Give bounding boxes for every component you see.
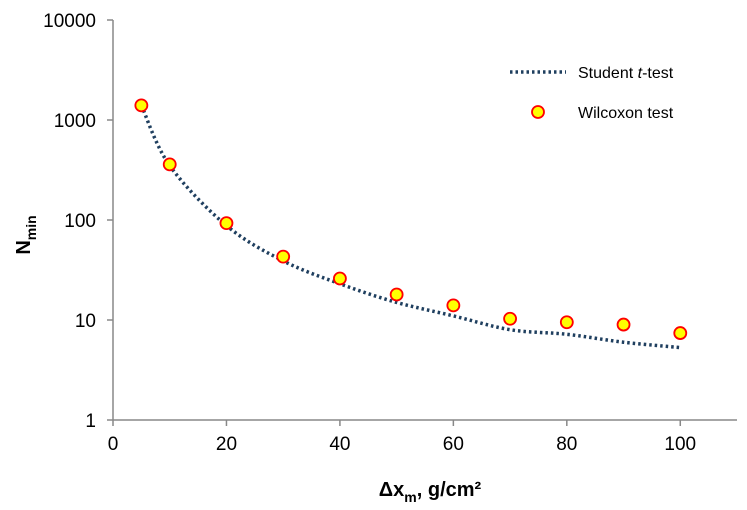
wilcoxon-point bbox=[503, 311, 517, 326]
series-layer bbox=[134, 98, 688, 350]
legend: Student t-test Wilcoxon test bbox=[510, 65, 674, 122]
wilcoxon-point bbox=[162, 157, 177, 172]
student-t-test-curve bbox=[139, 104, 681, 350]
x-tick-label: 0 bbox=[108, 434, 119, 455]
y-tick-label: 100 bbox=[64, 211, 96, 232]
wilcoxon-point bbox=[446, 298, 461, 313]
wilcoxon-point bbox=[219, 216, 234, 231]
wilcoxon-point bbox=[389, 287, 404, 302]
wilcoxon-point bbox=[134, 98, 149, 113]
x-tick-label: 40 bbox=[329, 434, 350, 455]
y-tick-label: 10 bbox=[75, 311, 96, 332]
x-ticks: 0 20 40 60 80 100 bbox=[108, 420, 696, 455]
x-axis-title: Δxm, g/cm² bbox=[379, 479, 482, 505]
x-tick-label: 80 bbox=[556, 434, 577, 455]
legend-label-student: Student t-test bbox=[578, 65, 674, 82]
y-tick-label: 10000 bbox=[43, 11, 96, 32]
wilcoxon-point bbox=[616, 317, 631, 332]
wilcoxon-point bbox=[333, 271, 347, 286]
x-tick-label: 20 bbox=[216, 434, 237, 455]
x-tick-label: 100 bbox=[664, 434, 696, 455]
wilcoxon-point bbox=[673, 326, 688, 340]
wilcoxon-point bbox=[559, 315, 574, 330]
y-tick-label: 1000 bbox=[54, 111, 96, 132]
y-tick-label: 1 bbox=[85, 411, 96, 432]
x-tick-label: 60 bbox=[443, 434, 464, 455]
legend-label-wilcoxon: Wilcoxon test bbox=[578, 105, 674, 122]
y-ticks: 1 10 100 1000 10000 bbox=[43, 11, 113, 432]
y-axis-title: Nmin bbox=[13, 215, 39, 254]
legend-swatch-wilcoxon bbox=[531, 105, 545, 119]
wilcoxon-point bbox=[276, 249, 291, 264]
